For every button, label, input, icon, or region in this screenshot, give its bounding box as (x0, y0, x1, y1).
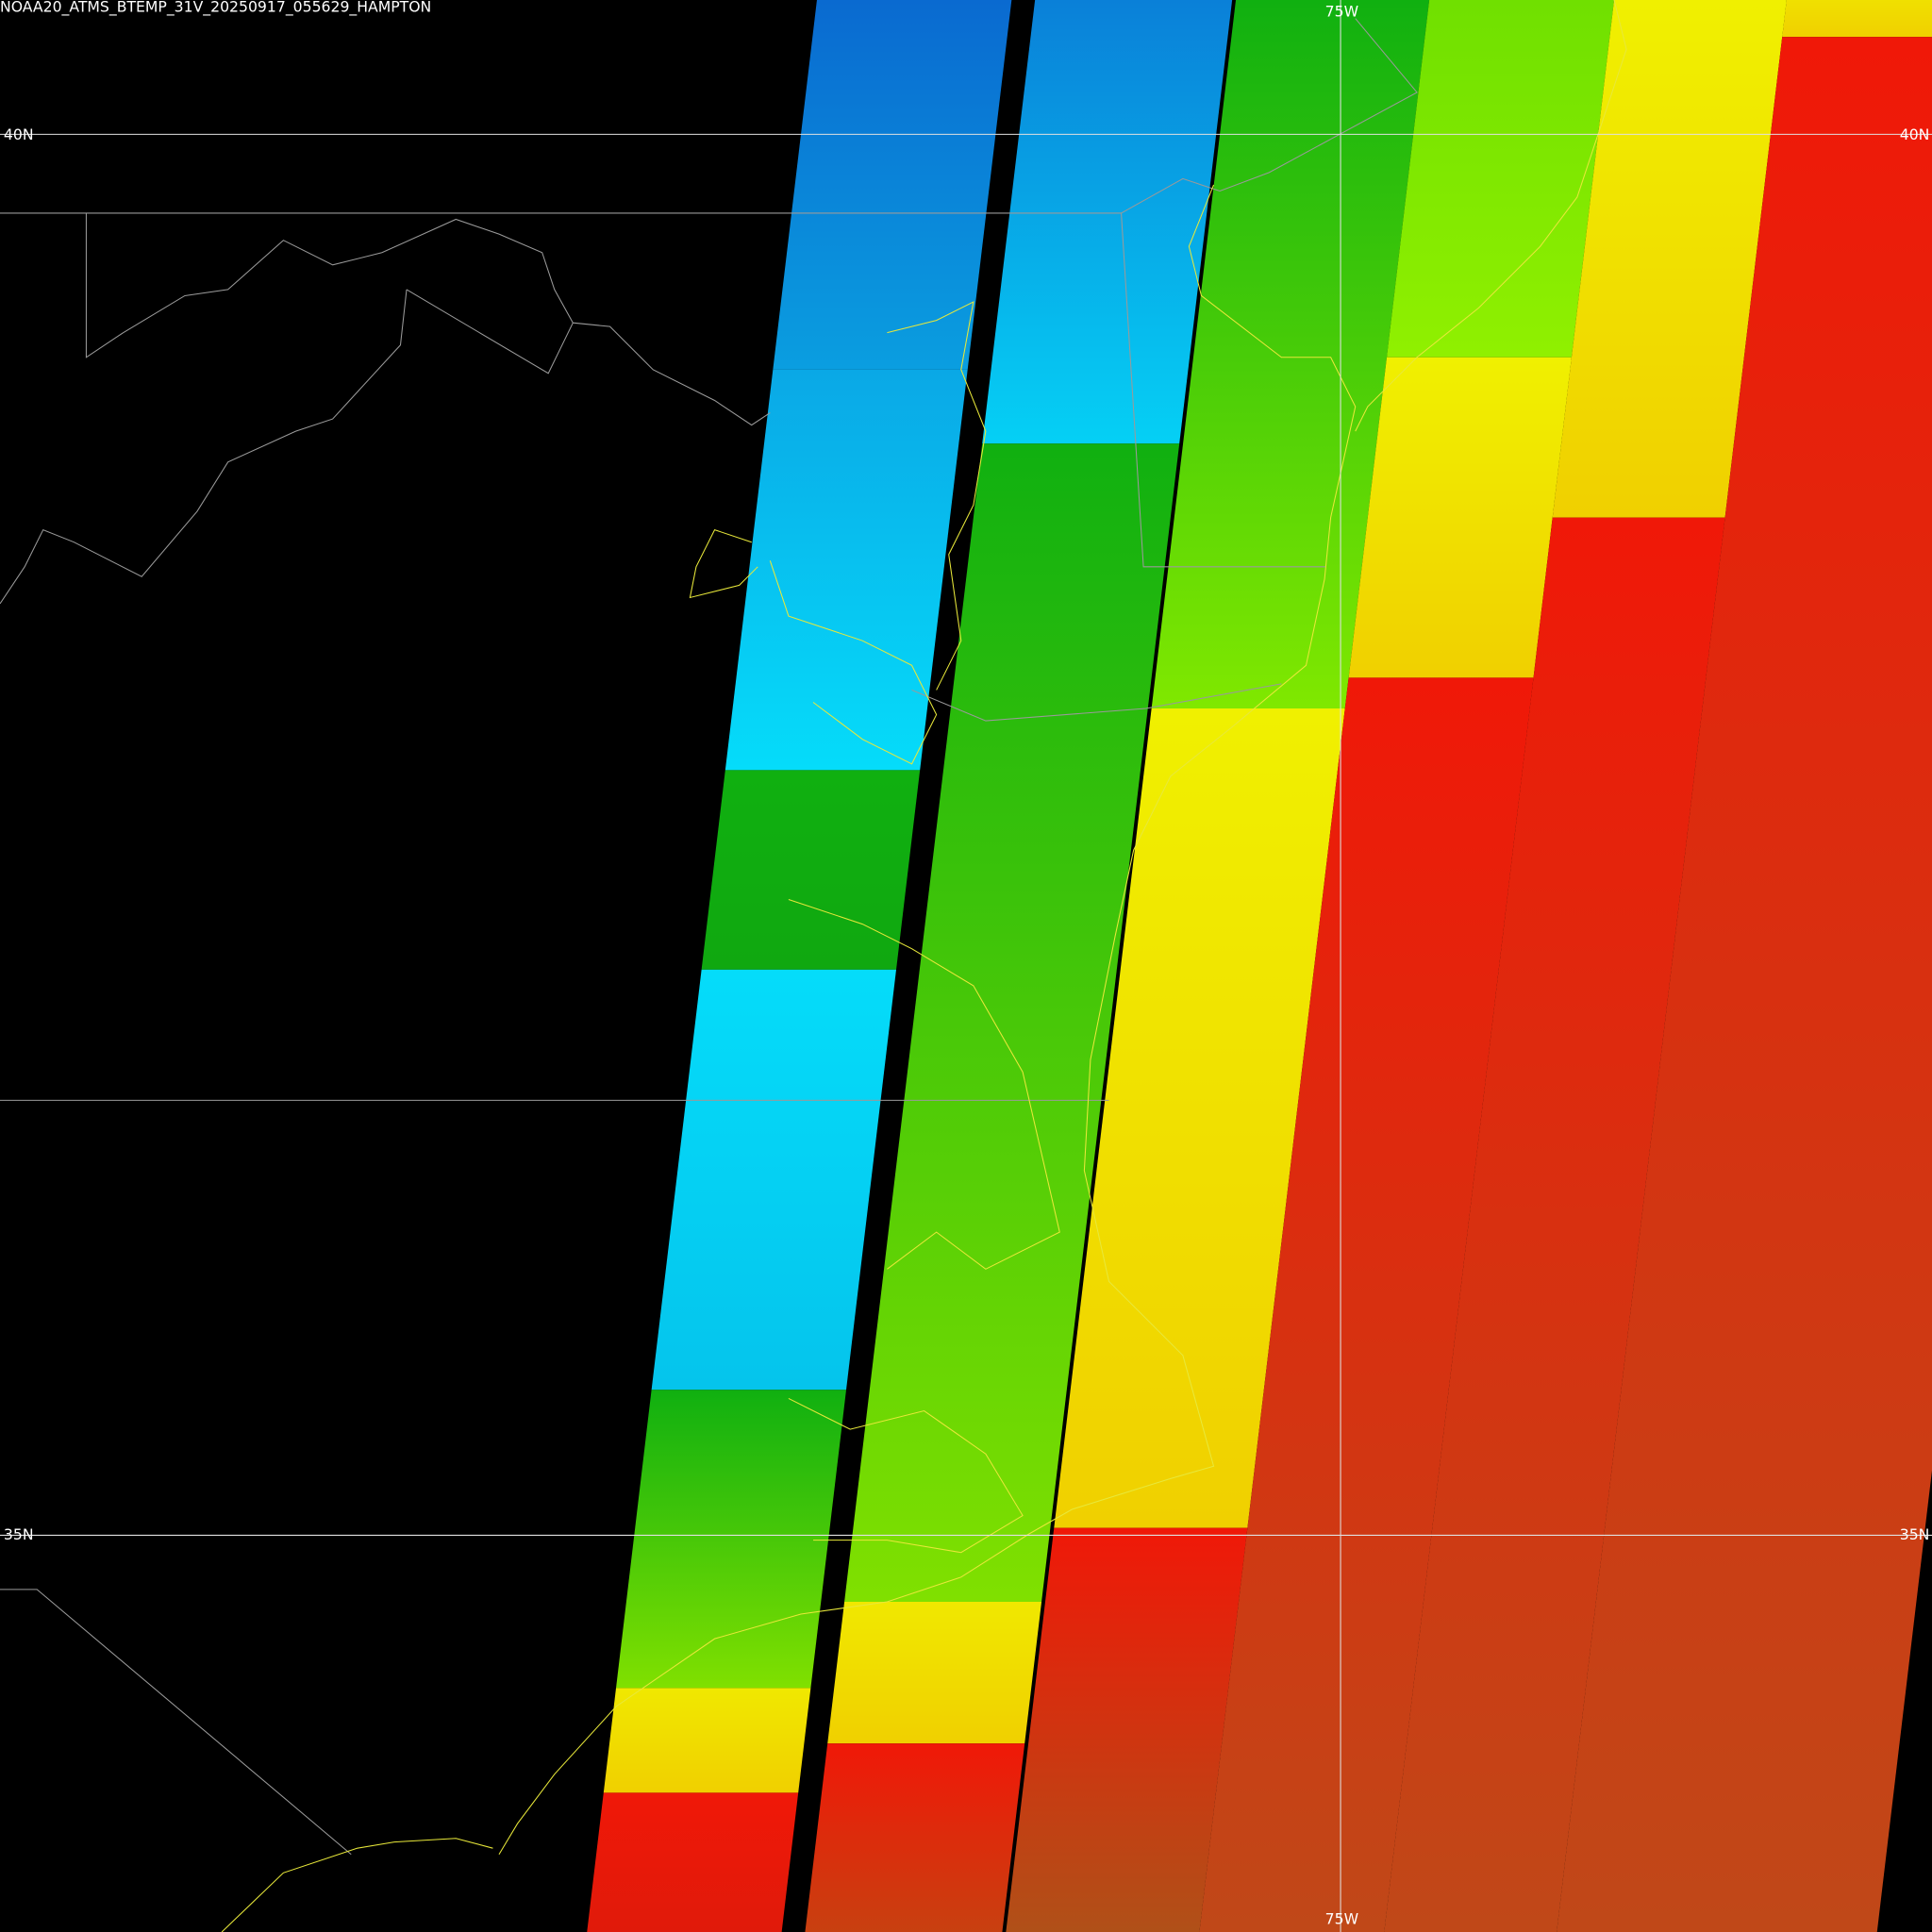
swath-band (844, 443, 1180, 1602)
latitude-label: 40N (1900, 125, 1930, 143)
state-border (0, 212, 1326, 568)
coastline (788, 898, 1060, 1270)
latitude-label: 35N (4, 1525, 34, 1543)
state-border (85, 212, 771, 426)
longitude-label: 75W (1325, 3, 1358, 21)
coastline (887, 301, 987, 691)
latitude-label: 35N (1900, 1525, 1930, 1543)
state-border (0, 289, 408, 605)
swath-band (1151, 0, 1430, 709)
product-title: NOAA20_ATMS_BTEMP_31V_20250917_055629_HA… (0, 0, 431, 16)
coastline (221, 1838, 493, 1932)
swath-band (1348, 357, 1572, 678)
swath-band (827, 1601, 1042, 1744)
swath-band (1199, 677, 1534, 1932)
swath-band (587, 1792, 799, 1932)
coastline (769, 560, 938, 765)
state-border (1121, 18, 1418, 214)
state-border (406, 289, 574, 375)
state-border (911, 683, 1282, 722)
swath-band (805, 1743, 1025, 1932)
coastline (1355, 0, 1627, 432)
longitude-label: 75W (1325, 1909, 1358, 1927)
swath-band (1387, 0, 1615, 358)
swath-band (701, 770, 921, 970)
swath-band (724, 369, 968, 771)
swath-band (773, 0, 1012, 370)
coastline (689, 528, 758, 599)
latitude-label: 40N (4, 125, 34, 143)
swath-band (1782, 0, 1932, 38)
coastlines (221, 0, 1627, 1932)
state-border (0, 1589, 352, 1856)
swath-layer (587, 0, 1932, 1932)
coastline (788, 1397, 1024, 1554)
swath-band (982, 0, 1233, 444)
swath-band (1552, 0, 1787, 518)
swath-band (1384, 517, 1725, 1932)
coastline (498, 184, 1357, 1855)
swath-band (651, 969, 897, 1391)
swath-band (1557, 37, 1932, 1932)
swath-band (1054, 708, 1345, 1528)
swath-band (1006, 1527, 1248, 1932)
state-borders (0, 18, 1418, 1856)
swath-band (616, 1390, 847, 1689)
swath-band (603, 1688, 811, 1793)
